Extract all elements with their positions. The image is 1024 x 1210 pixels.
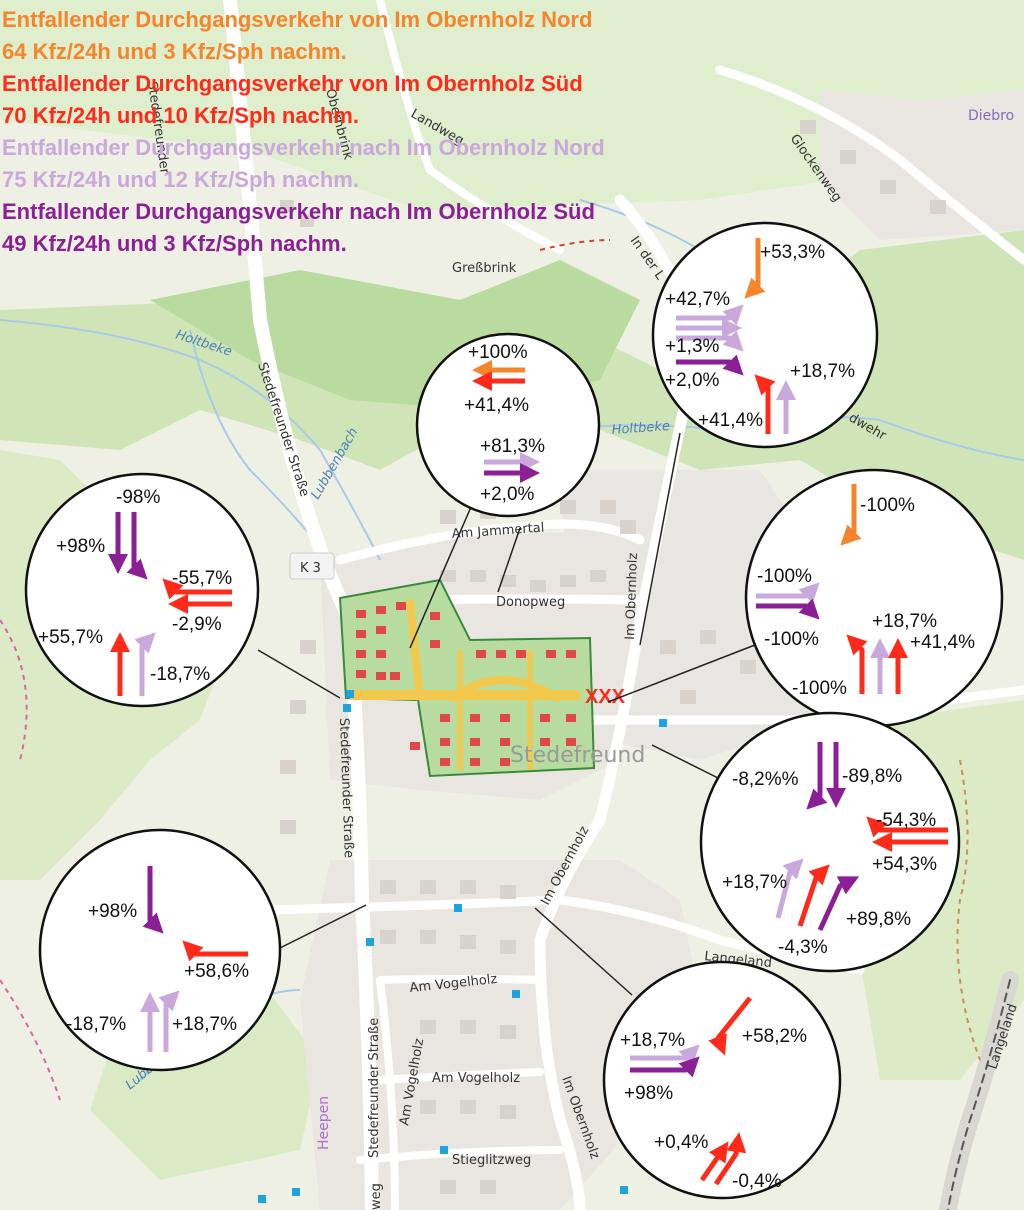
label-holtbeke-east: Holtbeke bbox=[611, 419, 670, 438]
c3-label-5: +55,7% bbox=[38, 627, 103, 648]
label-stieglitzweg: Stieglitzweg bbox=[452, 1153, 531, 1168]
connector-lines bbox=[257, 432, 761, 996]
development-area bbox=[338, 578, 596, 778]
c5-label-1: -8,2%% bbox=[732, 769, 799, 790]
legend-lilac-line-1: Entfallender Durchgangsverkehr nach Im O… bbox=[2, 135, 605, 160]
circle-1-labels: +100% +41,4% +81,3% +2,0% bbox=[464, 342, 545, 505]
c6-label-2: +58,6% bbox=[184, 961, 249, 982]
c5-label-6: +89,8% bbox=[846, 909, 911, 930]
xxx-marker: XXX bbox=[585, 686, 626, 708]
c6-label-3: -18,7% bbox=[66, 1014, 126, 1035]
circle-3-labels: -98% +98% -55,7% -2,9% +55,7% -18,7% bbox=[38, 487, 232, 685]
c3-label-6: -18,7% bbox=[150, 664, 210, 685]
label-stedefreunder-mid: Stedefreunder Straße bbox=[336, 718, 356, 859]
c2-label-2: +42,7% bbox=[665, 289, 730, 310]
circle-2-labels: +53,3% +42,7% +1,3% +2,0% +18,7% +41,4% bbox=[665, 242, 855, 431]
legend-orange-line-2: 64 Kfz/24h und 3 Kfz/Sph nachm. bbox=[2, 39, 347, 64]
c4-label-2: -100% bbox=[757, 566, 812, 587]
c7-label-4: +0,4% bbox=[654, 1132, 709, 1153]
label-heepen: Heepen bbox=[316, 1096, 332, 1150]
label-am-vogelholz-south: Am Vogelholz bbox=[432, 1071, 520, 1086]
traffic-legend: Entfallender Durchgangsverkehr von Im Ob… bbox=[2, 4, 605, 260]
c1-label-1: +100% bbox=[468, 342, 528, 363]
circle-7-arrows bbox=[630, 996, 752, 1186]
label-am-jammertal: Am Jammertal bbox=[451, 521, 545, 542]
c3-label-3: -55,7% bbox=[172, 568, 232, 589]
label-stedefreund: Stedefreund bbox=[510, 743, 645, 768]
c2-label-6: +41,4% bbox=[698, 410, 763, 431]
legend-red-line-1: Entfallender Durchgangsverkehr von Im Ob… bbox=[2, 71, 583, 96]
c7-label-2: +58,2% bbox=[742, 1026, 807, 1047]
legend-lilac-line-2: 75 Kfz/24h und 12 Kfz/Sph nachm. bbox=[2, 167, 359, 192]
c2-label-4: +2,0% bbox=[665, 370, 720, 391]
circle-1-frame bbox=[415, 332, 601, 518]
k3-shield bbox=[289, 552, 335, 580]
c7-label-5: -0,4% bbox=[732, 1171, 782, 1192]
buildings bbox=[280, 120, 946, 1194]
c6-label-4: +18,7% bbox=[172, 1014, 237, 1035]
circle-2-arrows bbox=[676, 238, 796, 434]
c6-label-1: +98% bbox=[88, 901, 137, 922]
c5-label-5: +18,7% bbox=[722, 872, 787, 893]
c5-label-7: -4,3% bbox=[778, 937, 828, 958]
c5-label-4: +54,3% bbox=[872, 854, 937, 875]
label-stedefreunder-south: Stedefreunder Straße bbox=[367, 1018, 382, 1158]
circle-1-arrows bbox=[472, 360, 540, 483]
c4-label-1: -100% bbox=[860, 495, 915, 516]
c7-label-3: +98% bbox=[624, 1083, 673, 1104]
c1-label-3: +81,3% bbox=[480, 436, 545, 457]
c5-label-3: -54,3% bbox=[876, 810, 936, 831]
circle-5-arrows bbox=[775, 742, 948, 932]
c4-label-5: -100% bbox=[764, 629, 819, 650]
c2-label-5: +18,7% bbox=[790, 361, 855, 382]
circle-5-labels: -8,2%% -89,8% -54,3% +54,3% +18,7% +89,8… bbox=[722, 766, 937, 958]
c1-label-4: +2,0% bbox=[480, 484, 535, 505]
paths bbox=[0, 239, 981, 1101]
c2-label-1: +53,3% bbox=[760, 242, 825, 263]
circle-3-arrows bbox=[108, 512, 232, 696]
legend-red-line-2: 70 Kfz/24h und 10 Kfz/Sph nachm. bbox=[2, 103, 359, 128]
c3-label-4: -2,9% bbox=[172, 614, 222, 635]
legend-purple-line-1: Entfallender Durchgangsverkehr nach Im O… bbox=[2, 199, 595, 224]
label-donopweg: Donopweg bbox=[496, 595, 565, 610]
circle-6-arrows bbox=[140, 866, 248, 1052]
c3-label-2: +98% bbox=[56, 536, 105, 557]
circle-5-frame bbox=[699, 711, 961, 973]
c2-label-3: +1,3% bbox=[665, 336, 720, 357]
label-im-obernholz-north: Im Obernholz bbox=[623, 552, 641, 640]
bus-stop-markers bbox=[258, 690, 667, 1203]
c4-label-6: -100% bbox=[792, 678, 847, 699]
c4-label-3: +18,7% bbox=[872, 611, 937, 632]
legend-purple-line-2: 49 Kfz/24h und 3 Kfz/Sph nachm. bbox=[2, 231, 347, 256]
circle-3-frame bbox=[24, 472, 260, 708]
c5-label-2: -89,8% bbox=[842, 766, 902, 787]
legend-orange-line-1: Entfallender Durchgangsverkehr von Im Ob… bbox=[2, 7, 593, 32]
circle-2-frame bbox=[651, 221, 879, 449]
c4-label-4: +41,4% bbox=[910, 632, 975, 653]
circle-4-arrows bbox=[756, 484, 908, 694]
label-weg: weg bbox=[369, 1183, 384, 1210]
circle-7-frame bbox=[602, 960, 842, 1200]
circle-4-labels: -100% -100% +18,7% +41,4% -100% -100% bbox=[757, 495, 975, 699]
c1-label-2: +41,4% bbox=[464, 395, 529, 416]
circle-7-labels: +18,7% +58,2% +98% +0,4% -0,4% bbox=[620, 1026, 807, 1192]
label-diebrock: Diebro bbox=[968, 108, 1014, 124]
circle-6-frame bbox=[38, 828, 282, 1072]
label-gressbrink: Greßbrink bbox=[452, 261, 517, 276]
c7-label-1: +18,7% bbox=[620, 1030, 685, 1051]
label-k3: K 3 bbox=[300, 561, 321, 576]
circle-6-labels: +98% +58,6% -18,7% +18,7% bbox=[66, 901, 249, 1035]
c3-label-1: -98% bbox=[116, 487, 160, 508]
